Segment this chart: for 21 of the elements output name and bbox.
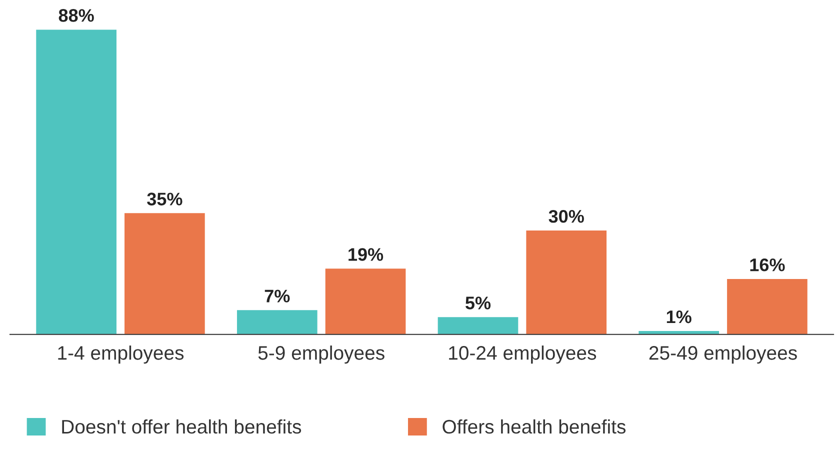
x-tick-label: 1-4 employees	[58, 346, 184, 364]
legend-label: Doesn't offer health benefits	[62, 419, 302, 434]
bar	[36, 30, 116, 334]
data-label: 88%	[58, 9, 94, 22]
x-tick-label: 5-9 employees	[258, 346, 384, 364]
data-label: 7%	[264, 290, 290, 302]
data-label: 35%	[147, 192, 182, 206]
legend-label: Offers health benefits	[442, 419, 626, 434]
data-label: 16%	[750, 258, 785, 272]
x-tick-label: 25-49 employees	[649, 346, 797, 364]
data-label: 19%	[348, 248, 384, 261]
data-label: 1%	[666, 310, 692, 324]
bar	[727, 279, 808, 334]
data-label: 30%	[548, 210, 584, 223]
bar	[325, 268, 406, 334]
bar	[124, 213, 205, 334]
bar	[236, 310, 318, 334]
x-tick-label: 10-24 employees	[449, 346, 596, 364]
bar	[438, 317, 518, 334]
bar	[526, 230, 607, 334]
data-label: 5%	[466, 296, 491, 310]
